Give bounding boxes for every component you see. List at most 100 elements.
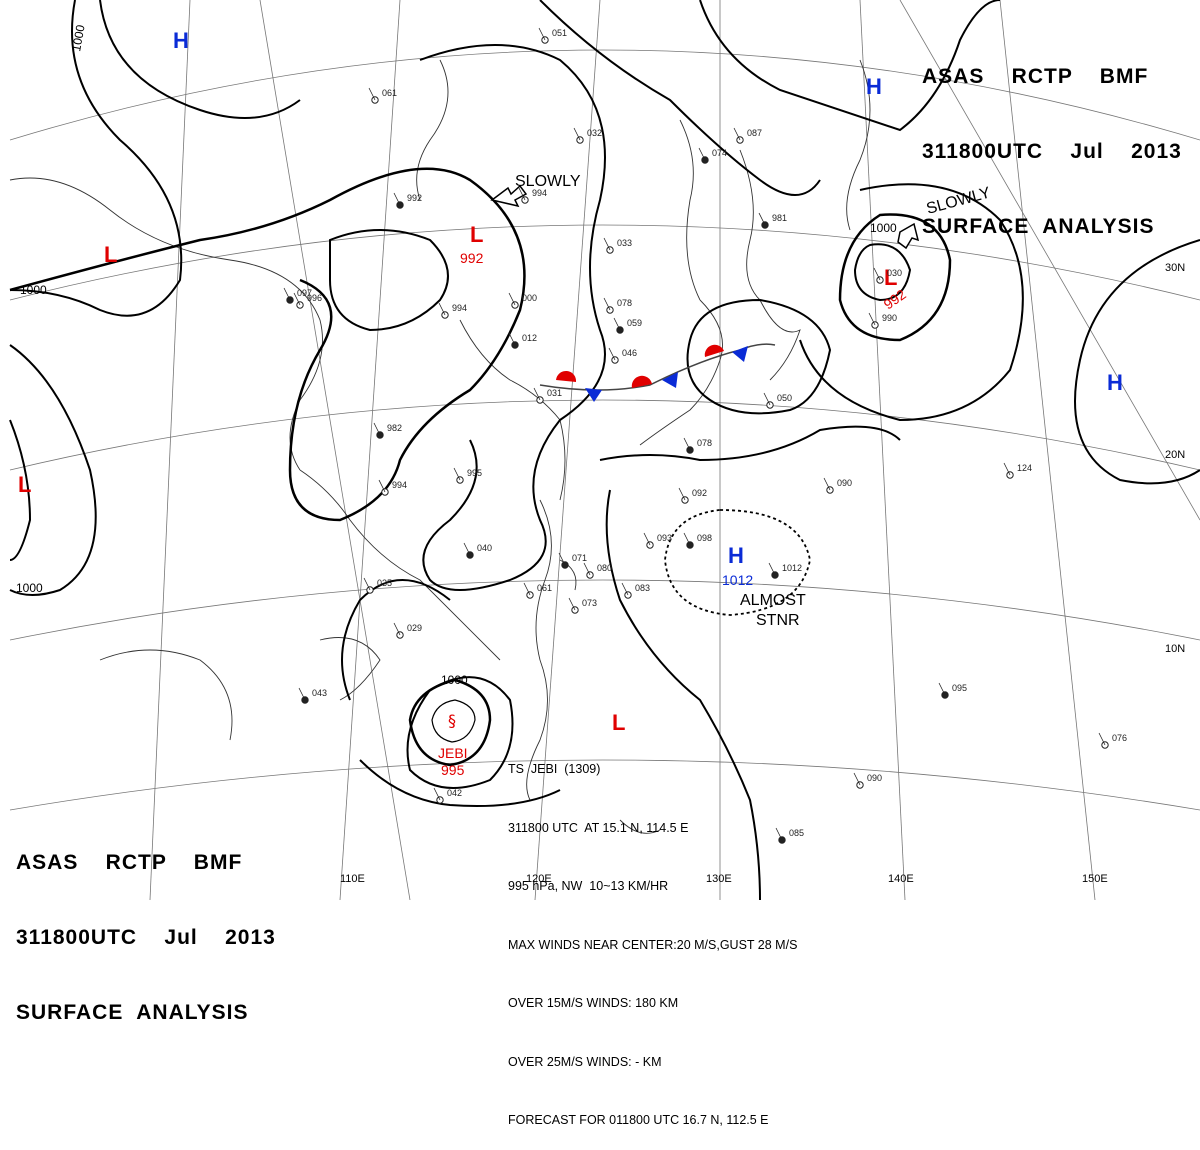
- wind-barb: [518, 187, 526, 201]
- station-pressure-value: 000: [522, 293, 537, 303]
- header-line-1: ASAS RCTP BMF: [922, 65, 1149, 88]
- wind-barb: [583, 562, 591, 576]
- isobar-label: 1000: [16, 581, 43, 595]
- station-pressure-value: 032: [587, 128, 602, 138]
- station-pressure-value: 083: [635, 583, 650, 593]
- wind-barb: [768, 562, 776, 576]
- station-pressure-value: 095: [952, 683, 967, 693]
- wind-barb: [643, 532, 651, 546]
- station-pressure-value: 073: [582, 598, 597, 608]
- wind-barb: [573, 127, 581, 141]
- wind-barb: [568, 597, 576, 611]
- motion-label-almost: ALMOST: [740, 592, 806, 609]
- typhoon-pressure: 995: [441, 762, 465, 778]
- wind-barb: [433, 787, 441, 801]
- low-center-symbol: L: [612, 710, 625, 735]
- station-pressure-value: 996: [307, 293, 322, 303]
- tropical-storm-icon: §: [448, 711, 456, 730]
- station-pressure-value: 061: [537, 583, 552, 593]
- station-pressure-value: 994: [392, 480, 407, 490]
- wind-barb: [621, 582, 629, 596]
- wind-barb: [868, 312, 876, 326]
- wind-barb: [683, 532, 691, 546]
- wind-barb: [538, 27, 546, 41]
- ts-info-line: 311800 UTC AT 15.1 N, 114.5 E: [508, 820, 689, 835]
- motion-label-slowly: SLOWLY: [515, 173, 581, 190]
- isobar-label: 1000: [69, 23, 87, 52]
- wind-barb: [293, 292, 301, 306]
- station-pressure-value: 029: [407, 623, 422, 633]
- wind-barb: [378, 479, 386, 493]
- wind-barb: [873, 267, 881, 281]
- low-center-symbol: L: [104, 242, 117, 267]
- station-pressure-value: 061: [382, 88, 397, 98]
- low-center-symbol: L: [470, 222, 483, 247]
- station-pressure-value: 098: [697, 533, 712, 543]
- station-pressure-value: 995: [467, 468, 482, 478]
- station-plots: 992 994 994 982 994 995 1012 996 990 981 033 032 059…: [283, 27, 1127, 844]
- longitude-label: 130E: [706, 873, 732, 885]
- header-line-2: 311800UTC Jul 2013: [922, 140, 1182, 163]
- chart-header-bottom: ASAS RCTP BMF 311800UTC Jul 2013 SURFACE…: [16, 800, 276, 1050]
- station-pressure-value: 042: [447, 788, 462, 798]
- station-pressure-value: 078: [617, 298, 632, 308]
- wind-barb: [608, 347, 616, 361]
- wind-barb: [393, 622, 401, 636]
- wind-barb: [558, 552, 566, 566]
- station-pressure-value: 093: [657, 533, 672, 543]
- high-center-symbol: H: [728, 543, 744, 568]
- station-pressure-value: 087: [747, 128, 762, 138]
- isobar-label: 1000: [20, 283, 47, 297]
- wind-barb: [523, 582, 531, 596]
- wind-barb: [758, 212, 766, 226]
- isobars: [9, 0, 1200, 900]
- ts-info-line: MAX WINDS NEAR CENTER:20 M/S,GUST 28 M/S: [508, 937, 798, 952]
- graticule: [9, 0, 1200, 900]
- station-pressure-value: 990: [882, 313, 897, 323]
- latitude-label: 10N: [1165, 643, 1185, 655]
- station-pressure-value: 076: [1112, 733, 1127, 743]
- isobar-labels: 1000 1000 1000 1000 1000: [16, 23, 897, 687]
- ts-info-line: TS JEBI (1309): [508, 762, 601, 776]
- low-center-pressure: 992: [460, 250, 484, 266]
- low-center-symbol: L: [884, 265, 897, 290]
- station-pressure-value: 982: [387, 423, 402, 433]
- ts-info-line: 995 hPa, NW 10~13 KM/HR: [508, 879, 669, 893]
- station-pressure-value: 090: [867, 773, 882, 783]
- ts-info-line: OVER 25M/S WINDS: - KM: [508, 1054, 662, 1069]
- wind-barb: [823, 477, 831, 491]
- isobar-label: 1000: [441, 673, 468, 687]
- longitude-label: 110E: [340, 873, 365, 885]
- station-pressure-value: 071: [572, 553, 587, 563]
- station-pressure-value: 031: [547, 388, 562, 398]
- isobar-label: 1000: [870, 221, 897, 235]
- latitude-label: 20N: [1165, 449, 1185, 461]
- ts-info-line: FORECAST FOR 011800 UTC 16.7 N, 112.5 E: [508, 1113, 769, 1127]
- station-pressure-value: 035: [377, 578, 392, 588]
- station-pressure-value: 033: [617, 238, 632, 248]
- header-line-2: 311800UTC Jul 2013: [16, 926, 276, 949]
- wind-barb: [393, 192, 401, 206]
- typhoon-info-box: TS JEBI (1309) 311800 UTC AT 15.1 N, 114…: [508, 721, 797, 1150]
- wind-barb: [453, 467, 461, 481]
- wind-barb: [298, 687, 306, 701]
- high-center-symbol: H: [173, 28, 189, 53]
- station-pressure-value: 085: [789, 828, 804, 838]
- wind-barb: [775, 827, 783, 841]
- coastlines: [9, 59, 871, 834]
- high-center-symbol: H: [1107, 370, 1123, 395]
- wind-barb: [763, 392, 771, 406]
- station-pressure-value: 059: [627, 318, 642, 328]
- typhoon-name: JEBI: [438, 745, 468, 761]
- station-pressure-value: 078: [697, 438, 712, 448]
- station-pressure-value: 040: [477, 543, 492, 553]
- wind-barb: [733, 127, 741, 141]
- station-pressure-value: 074: [712, 148, 727, 158]
- stationary-front: [539, 343, 776, 402]
- station-pressure-value: 012: [522, 333, 537, 343]
- station-pressure-value: 051: [552, 28, 567, 38]
- chart-header-top: ASAS RCTP BMF 311800UTC Jul 2013 SURFACE…: [922, 14, 1182, 264]
- wind-barb: [533, 387, 541, 401]
- wind-barb: [603, 237, 611, 251]
- station-pressure-value: 981: [772, 213, 787, 223]
